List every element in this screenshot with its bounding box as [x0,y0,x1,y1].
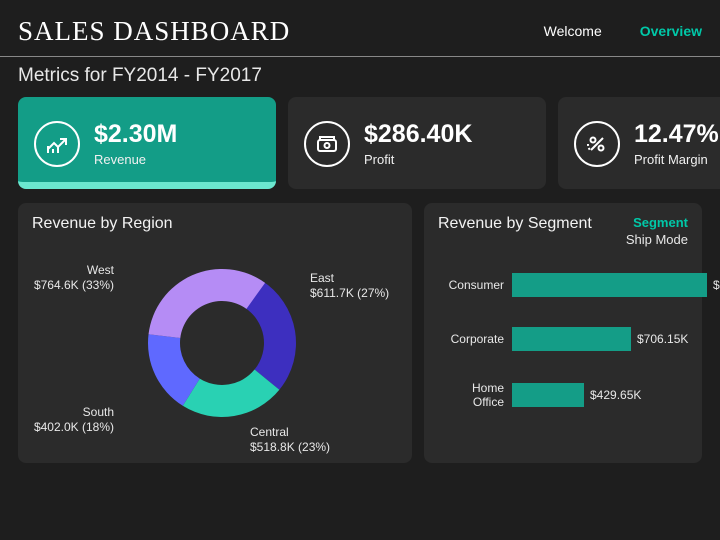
bar-track: $429.65K [512,383,688,407]
top-nav: Welcome Overview [544,23,702,39]
panel-revenue-by-segment: Revenue by Segment Segment Ship Mode Con… [424,203,702,463]
dashboard-page: SALES DASHBOARD Welcome Overview Metrics… [0,0,720,540]
profit-label: Profit [364,152,472,167]
card-profit-texts: $286.40K Profit [364,121,472,167]
bar-row[interactable]: Home Office $429.65K [438,381,688,409]
card-profit-margin[interactable]: 12.47% Profit Margin [558,97,720,189]
bar-row[interactable]: Consumer$1.16M [438,273,688,297]
region-title: Revenue by Region [32,215,398,233]
card-revenue-texts: $2.30M Revenue [94,121,177,167]
bar-fill [512,327,631,351]
chart-up-icon [34,121,80,167]
segment-legend: Segment Ship Mode [626,215,688,247]
header: SALES DASHBOARD Welcome Overview [0,0,720,56]
margin-value: 12.47% [634,121,719,149]
nav-welcome[interactable]: Welcome [544,23,602,39]
bar-category: Consumer [438,278,512,292]
panel-revenue-by-region: Revenue by Region East$611.7K (27%)Centr… [18,203,412,463]
donut-label-south: South$402.0K (18%) [34,405,114,435]
donut-label-west: West$764.6K (33%) [34,263,114,293]
metrics-heading: Metrics for FY2014 - FY2017 [18,65,702,87]
nav-overview[interactable]: Overview [640,23,702,39]
bar-fill [512,383,584,407]
panels-row: Revenue by Region East$611.7K (27%)Centr… [0,189,720,463]
bar-category: Corporate [438,332,512,346]
bar-value: $1.16M [713,278,720,292]
region-donut-chart[interactable]: East$611.7K (27%)Central$518.8K (23%)Sou… [32,233,398,443]
bar-track: $706.15K [512,327,688,351]
bar-value: $429.65K [590,388,641,402]
page-title: SALES DASHBOARD [18,16,290,47]
segment-legend-link[interactable]: Segment [626,215,688,230]
revenue-value: $2.30M [94,121,177,149]
percent-icon [574,121,620,167]
bar-category: Home Office [438,381,512,409]
margin-label: Profit Margin [634,152,719,167]
metric-cards: $2.30M Revenue $286.40K Profit [18,97,702,189]
bar-track: $1.16M [512,273,688,297]
card-margin-texts: 12.47% Profit Margin [634,121,719,167]
segment-legend-sub[interactable]: Ship Mode [626,232,688,247]
donut-label-central: Central$518.8K (23%) [250,425,330,455]
bar-fill [512,273,707,297]
metrics-section: Metrics for FY2014 - FY2017 $2.30M Reven… [0,57,720,189]
revenue-label: Revenue [94,152,177,167]
donut-label-east: East$611.7K (27%) [310,271,389,301]
card-profit[interactable]: $286.40K Profit [288,97,546,189]
cash-icon [304,121,350,167]
bar-value: $706.15K [637,332,688,346]
donut-slice-west[interactable] [149,269,266,338]
bar-row[interactable]: Corporate $706.15K [438,327,688,351]
segment-bar-chart[interactable]: Consumer$1.16M Corporate $706.15K Home Offi… [438,273,688,409]
card-revenue[interactable]: $2.30M Revenue [18,97,276,189]
profit-value: $286.40K [364,121,472,149]
